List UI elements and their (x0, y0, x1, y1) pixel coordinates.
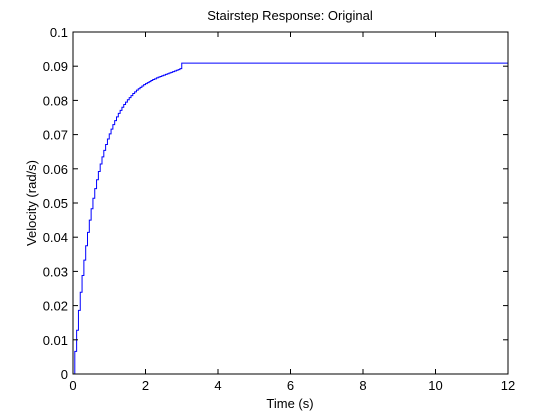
series-layer (73, 62, 508, 375)
x-tick-label: 0 (69, 378, 76, 393)
y-tick-label: 0.02 (43, 299, 68, 314)
y-tick-label: 0.04 (43, 230, 68, 245)
x-axis-label: Time (s) (266, 396, 313, 411)
y-tick-label: 0.05 (43, 196, 68, 211)
y-axis-label: Velocity (rad/s) (24, 160, 39, 246)
y-tick-label: 0.03 (43, 264, 68, 279)
y-tick-label: 0.07 (43, 128, 68, 143)
x-tick-label: 10 (428, 378, 442, 393)
x-tick-label: 12 (501, 378, 515, 393)
plot-area (73, 32, 508, 374)
x-tick-label: 8 (359, 378, 366, 393)
y-axis-ticks: 0 0.01 0.02 0.03 0.04 0.05 0.06 0.07 0.08 0.09 0.1 (43, 25, 508, 382)
y-tick-label: 0.01 (43, 333, 68, 348)
x-axis-ticks: 0 2 4 6 8 10 12 (69, 32, 515, 393)
y-tick-label: 0 (61, 367, 68, 382)
y-tick-label: 0.09 (43, 59, 68, 74)
x-tick-label: 4 (214, 378, 221, 393)
x-tick-label: 2 (142, 378, 149, 393)
y-tick-label: 0.08 (43, 93, 68, 108)
y-tick-label: 0.06 (43, 162, 68, 177)
chart-title: Stairstep Response: Original (207, 8, 373, 23)
series-line-0 (73, 62, 508, 375)
y-tick-label: 0.1 (50, 25, 68, 40)
x-tick-label: 6 (287, 378, 294, 393)
